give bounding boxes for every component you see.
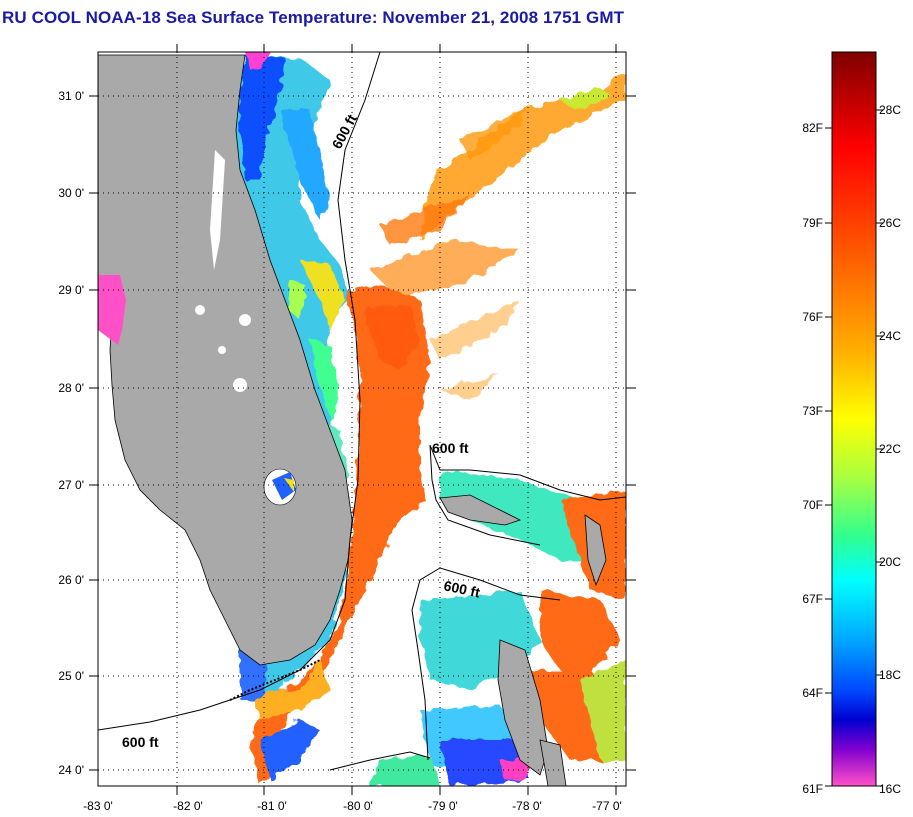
graticule bbox=[98, 52, 626, 786]
colorbar-ticks bbox=[825, 109, 883, 787]
colorbar-f-76: 76F bbox=[802, 310, 823, 324]
sst-streaks bbox=[370, 70, 626, 400]
colorbar-f-61: 61F bbox=[802, 782, 823, 796]
lon-label-77: -77 0' bbox=[592, 799, 622, 813]
colorbar-c-20: 20C bbox=[879, 555, 901, 569]
colorbar-f-67: 67F bbox=[802, 592, 823, 606]
axis-ticks bbox=[89, 44, 636, 795]
lat-label-31: 31 0' bbox=[58, 89, 84, 103]
lat-label-25: 25 0' bbox=[58, 669, 84, 683]
lat-label-30: 30 0' bbox=[58, 186, 84, 200]
land-bahamas bbox=[439, 494, 607, 786]
lon-labels: -83 0' -82 0' -81 0' -80 0' -79 0' -78 0… bbox=[83, 799, 622, 813]
colorbar-f-79: 79F bbox=[802, 216, 823, 230]
isobath-600ft bbox=[98, 52, 626, 771]
lon-label-82: -82 0' bbox=[173, 799, 203, 813]
colorbar-c-26: 26C bbox=[879, 216, 901, 230]
colorbar-gradient bbox=[831, 51, 877, 787]
colorbar-c-16: 16C bbox=[879, 782, 901, 796]
lat-label-26: 26 0' bbox=[58, 573, 84, 587]
map-frame bbox=[97, 51, 627, 787]
colorbar-c-22: 22C bbox=[879, 442, 901, 456]
colorbar-f-70: 70F bbox=[802, 498, 823, 512]
colorbar-f-73: 73F bbox=[802, 404, 823, 418]
lon-label-80: -80 0' bbox=[343, 799, 373, 813]
lat-label-24: 24 0' bbox=[58, 763, 84, 777]
map-panel bbox=[98, 52, 626, 786]
chart-title: RU COOL NOAA-18 Sea Surface Temperature:… bbox=[2, 8, 625, 27]
colorbar: 82F 79F 76F 73F 70F 67F 64F 61F 28C 26C … bbox=[802, 51, 901, 796]
lon-label-79: -79 0' bbox=[428, 799, 458, 813]
florida-keys bbox=[229, 659, 321, 701]
colorbar-c-18: 18C bbox=[879, 668, 901, 682]
contour-label-keys: 600 ft bbox=[122, 734, 159, 750]
lat-labels: 31 0' 30 0' 29 0' 28 0' 27 0' 26 0' 25 0… bbox=[58, 89, 84, 777]
colorbar-c-28: 28C bbox=[879, 103, 901, 117]
contour-label-south-bahamas: 600 ft bbox=[442, 577, 481, 600]
lon-label-83: -83 0' bbox=[83, 799, 113, 813]
contour-label-bahamas: 600 ft bbox=[432, 440, 469, 456]
colorbar-c-24: 24C bbox=[879, 329, 901, 343]
lat-label-29: 29 0' bbox=[58, 283, 84, 297]
colorbar-f-82: 82F bbox=[802, 121, 823, 135]
lon-label-81: -81 0' bbox=[257, 799, 287, 813]
colorbar-f-64: 64F bbox=[802, 686, 823, 700]
land-florida bbox=[98, 54, 353, 666]
lat-label-27: 27 0' bbox=[58, 478, 84, 492]
lat-label-28: 28 0' bbox=[58, 381, 84, 395]
lon-label-78: -78 0' bbox=[512, 799, 542, 813]
